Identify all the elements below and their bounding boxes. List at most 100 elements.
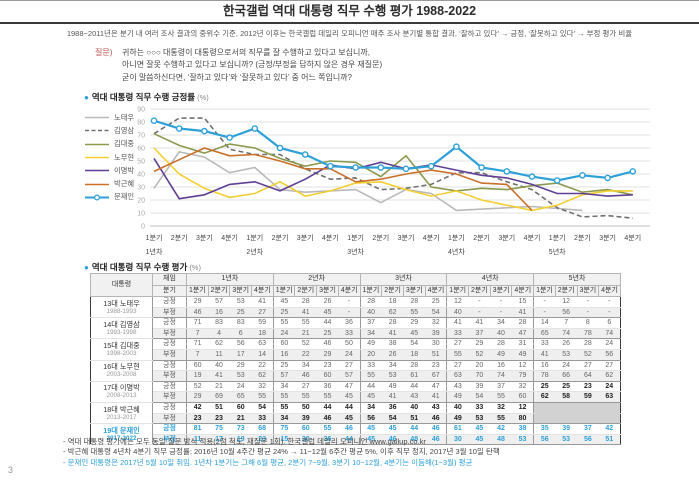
president-cell: 16대 노무현 2003-2008 [90, 360, 153, 382]
value-cell: 43 [425, 402, 447, 414]
value-cell: 18 [381, 296, 404, 308]
value-cell: 28 [381, 317, 404, 329]
table-row-positive: 19대 문재인 2017-2022 긍정 81 75 73 68 75 60 55 46 45 45 44… [90, 423, 621, 446]
value-cell: 41 [381, 391, 404, 403]
data-point-marker [201, 127, 208, 135]
value-cell: 18 [403, 349, 426, 361]
legend-label: 김영삼 [114, 125, 135, 135]
value-cell: 34 [272, 381, 295, 393]
value-cell [577, 402, 599, 414]
value-cell: 41 [425, 391, 447, 403]
value-cell: 46 [425, 423, 447, 435]
value-cell: 69 [208, 391, 230, 403]
value-cell: 21 [208, 381, 230, 393]
legend-item: 김영삼 [84, 124, 134, 137]
x-year-label: 3년차 [347, 247, 364, 256]
value-cell: 61 [446, 423, 469, 435]
series-line [153, 157, 633, 200]
value-cell: 59 [251, 317, 274, 329]
value-cell: 68 [251, 423, 274, 435]
value-cell: 63 [251, 338, 274, 350]
value-cell: 24 [598, 338, 621, 350]
legend-label: 박근혜 [114, 179, 135, 189]
value-cell: 17 [229, 349, 252, 361]
header-year: 2년차 [272, 273, 361, 286]
value-cell: 7 [186, 328, 209, 340]
value-cell: 55 [272, 317, 295, 329]
value-cell: 41 [511, 307, 534, 319]
value-cell: 33 [338, 328, 361, 340]
value-cell: 23 [577, 381, 599, 393]
y-tick-label: 90 [137, 107, 145, 114]
line-chart: 0 10 20 30 40 50 60 70 80 90 1분기 2분기 3분기 4분기 1분기 2분기 3분기… [137, 107, 650, 256]
value-cell: 29 [186, 296, 209, 308]
header-quarter: 3분기 [489, 284, 513, 297]
table-row-negative: 부정 11 17 19 23 15 30 36 44 45 46 48 46 30 45 48 53 56 53 56… [91, 434, 621, 446]
value-cell: 19 [229, 434, 252, 446]
data-point-marker [478, 164, 485, 171]
value-cell: 29 [468, 338, 491, 350]
header-quarter: 2분기 [207, 284, 231, 297]
chart-title-text: 역대 대통령 직무 수행 긍정률 [91, 92, 196, 102]
legend-label: 노무현 [114, 152, 135, 162]
y-tick-label: 20 [137, 198, 145, 205]
header-year: 4년차 [446, 273, 535, 286]
value-cell: 60 [511, 391, 534, 403]
value-cell: 52 [294, 338, 317, 350]
value-cell: 16 [490, 360, 512, 372]
header-term-top: 재임 [152, 273, 187, 286]
header-quarter: 4분기 [511, 284, 535, 297]
header-quarter: 4분기 [424, 284, 448, 297]
value-cell: 75 [208, 423, 230, 435]
value-cell: 62 [598, 370, 621, 382]
value-cell: 25 [533, 381, 556, 393]
question-line: 귀하는 ○○○ 대통령이 대통령으로서의 직무를 잘 수행하고 있다고 보십니까… [122, 48, 370, 57]
footnote: - 박근혜 대통령 4년차 4분기 직무 긍정률: 2016년 10월 4주간 … [63, 447, 500, 457]
value-cell: 42 [186, 402, 209, 414]
x-tick-label: 4분기 [221, 233, 238, 242]
footnotes: - 역대 대통령 평가에는 모두 동일 질문 방식 적용(2점 척도, 재질문 … [63, 437, 500, 468]
x-year-label: 2년차 [246, 247, 263, 256]
value-cell: 37 [468, 328, 491, 340]
legend-label: 노태우 [114, 112, 135, 122]
value-cell: - [490, 307, 512, 319]
value-cell [598, 413, 621, 425]
value-cell: 45 [403, 328, 426, 340]
value-cell: 65 [229, 391, 252, 403]
value-cell: 45 [359, 391, 382, 403]
table-row-positive: 17대 이명박 2008-2013 긍정 52 21 24 32 34 27 36 47 44 49 44… [90, 381, 621, 403]
value-cell: 36 [316, 381, 339, 393]
header-quarter: 1분기 [186, 284, 209, 297]
series-line [153, 147, 633, 212]
value-cell: 12 [446, 296, 469, 308]
value-cell: 17 [208, 434, 230, 446]
value-cell: 45 [381, 423, 404, 435]
value-cell: 40 [403, 402, 426, 414]
value-cell: 54 [251, 402, 274, 414]
value-cell: 16 [272, 349, 295, 361]
row-label-negative: 부정 [152, 370, 187, 382]
legend-item: 이명박 [84, 164, 134, 177]
value-cell: 45 [468, 423, 491, 435]
value-cell: 36 [381, 402, 404, 414]
value-cell: 41 [381, 328, 404, 340]
president-name: 17대 이명박 [103, 383, 140, 393]
data-point-marker [553, 177, 561, 184]
question-line: 아니면 잘못 수행하고 있다고 보십니까? (긍정/부정을 답하지 않은 경우 … [122, 60, 383, 70]
value-cell: 62 [251, 370, 274, 382]
president-cell: 19대 문재인 2017-2022 [90, 423, 153, 446]
x-tick-label: 3분기 [599, 233, 616, 242]
table-row-positive: 13대 노태우 1988-1993 긍정 29 57 53 41 45 28 26-28 18 28 2… [90, 296, 621, 319]
legend-label: 이명박 [114, 165, 135, 175]
president-name: 14대 김영삼 [103, 319, 140, 329]
legend-item: 박근혜 [84, 177, 134, 190]
president-cell: 13대 노태우 1988-1993 [90, 296, 153, 319]
value-cell: 55 [316, 391, 339, 403]
value-cell: 36 [338, 317, 361, 329]
value-cell: 7 [186, 349, 209, 361]
value-cell: 36 [316, 434, 339, 446]
value-cell: 25 [272, 307, 295, 319]
value-cell: 38 [511, 423, 534, 435]
value-cell: 24 [338, 349, 361, 361]
table-row-negative: 부정 7 11 17 14 16 22 29 24 20 26 18 51 55 52 49 49 41 53 52 5… [91, 349, 621, 361]
